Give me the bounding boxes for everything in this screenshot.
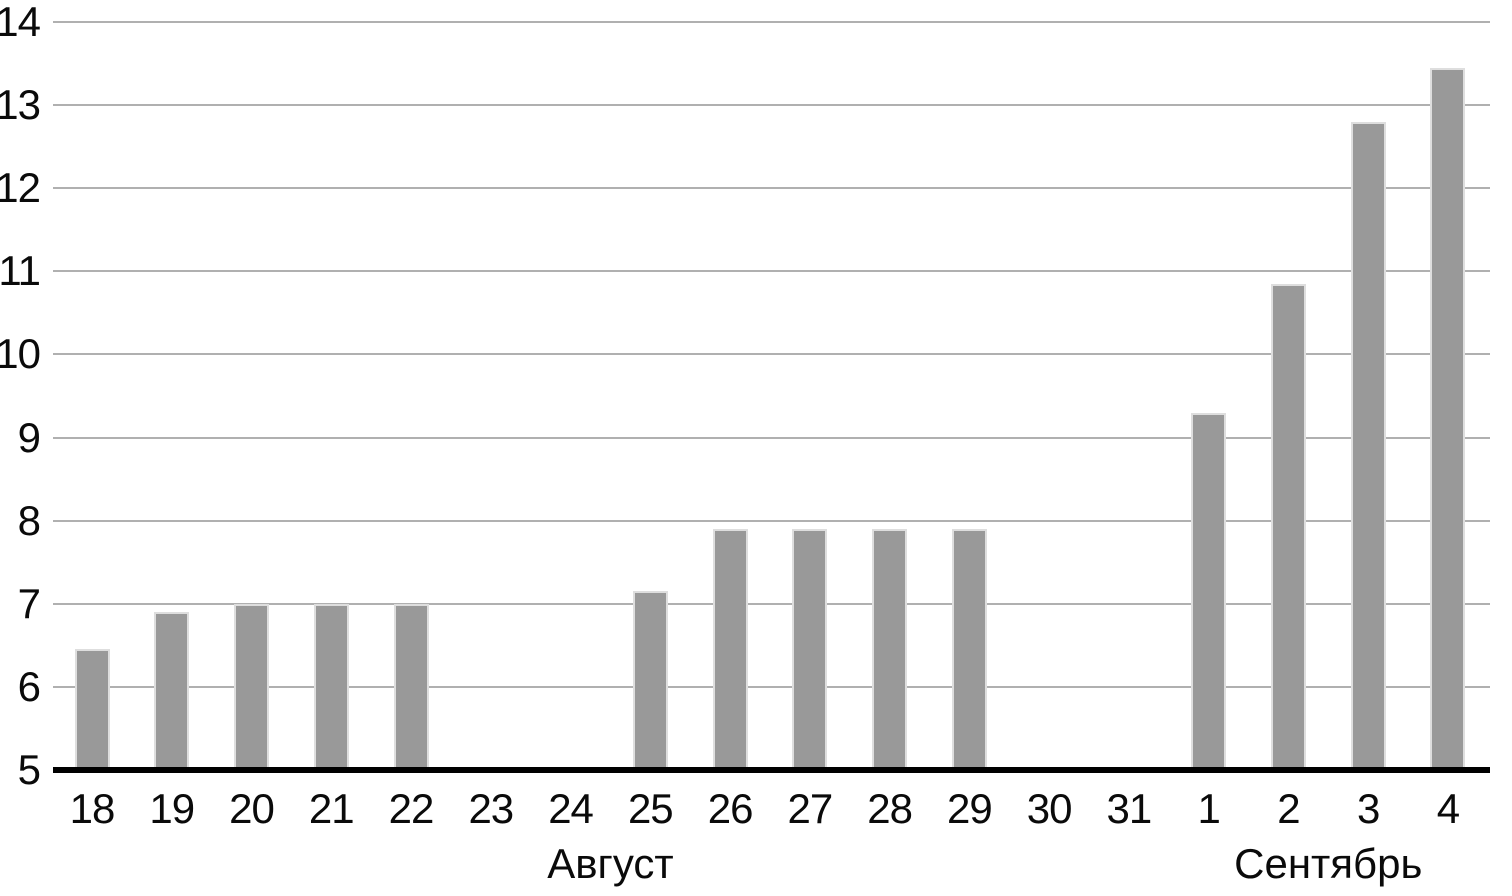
gridline-9	[53, 436, 1490, 439]
y-tick-label-5: 5	[17, 746, 41, 793]
bar-day-1	[1191, 412, 1227, 767]
y-tick-label-7: 7	[17, 579, 41, 627]
x-tick-label-27: 27	[787, 785, 833, 832]
x-tick-label-30: 30	[1026, 785, 1073, 832]
x-tick-label-26: 26	[707, 785, 754, 832]
y-tick-label-8: 8	[17, 496, 41, 544]
bar-day-21	[313, 603, 349, 767]
y-tick-label-13: 13	[0, 81, 41, 129]
x-tick-label-25: 25	[627, 785, 674, 832]
month-label-14: Сентябрь	[1234, 840, 1423, 887]
y-tick-label-12: 12	[0, 164, 41, 212]
y-tick-label-9: 9	[17, 413, 41, 461]
x-tick-label-22: 22	[388, 785, 435, 832]
gridline-13	[53, 104, 1490, 107]
y-tick-label-14: 14	[0, 0, 41, 45]
bar-day-22	[393, 603, 429, 767]
x-tick-label-20: 20	[229, 785, 275, 832]
month-label-0: Август	[547, 840, 674, 887]
x-tick-label-2: 2	[1277, 785, 1300, 832]
bar-day-27	[792, 528, 828, 767]
bar-day-25	[632, 591, 668, 767]
bar-day-28	[872, 528, 908, 767]
gridline-11	[53, 270, 1490, 273]
x-tick-label-31: 31	[1106, 785, 1153, 832]
y-tick-label-11: 11	[0, 247, 41, 295]
gridline-6	[53, 685, 1490, 688]
bar-day-2	[1270, 283, 1306, 767]
x-tick-label-3: 3	[1356, 785, 1380, 832]
x-tick-label-24: 24	[548, 785, 594, 832]
bar-day-26	[712, 528, 748, 767]
bar-day-19	[154, 612, 190, 767]
x-tick-label-28: 28	[867, 785, 913, 832]
gridline-7	[53, 602, 1490, 605]
x-tick-label-23: 23	[468, 785, 514, 832]
x-tick-label-29: 29	[947, 785, 993, 832]
gridline-12	[53, 187, 1490, 190]
bar-day-18	[74, 649, 110, 767]
bar-day-4	[1430, 67, 1466, 767]
x-tick-label-21: 21	[308, 785, 355, 832]
x-axis-line	[53, 767, 1490, 773]
bar-day-3	[1350, 121, 1386, 767]
gridline-10	[53, 353, 1490, 356]
y-tick-label-10: 10	[0, 330, 41, 378]
gridline-14	[53, 21, 1490, 23]
y-tick-label-6: 6	[17, 662, 41, 710]
bar-day-20	[234, 603, 270, 767]
x-tick-label-18: 18	[69, 785, 116, 832]
x-tick-label-1: 1	[1197, 785, 1220, 832]
gridline-8	[53, 519, 1490, 522]
bar-day-29	[951, 528, 987, 767]
x-tick-label-19: 19	[149, 785, 195, 832]
x-tick-label-4: 4	[1436, 785, 1460, 832]
